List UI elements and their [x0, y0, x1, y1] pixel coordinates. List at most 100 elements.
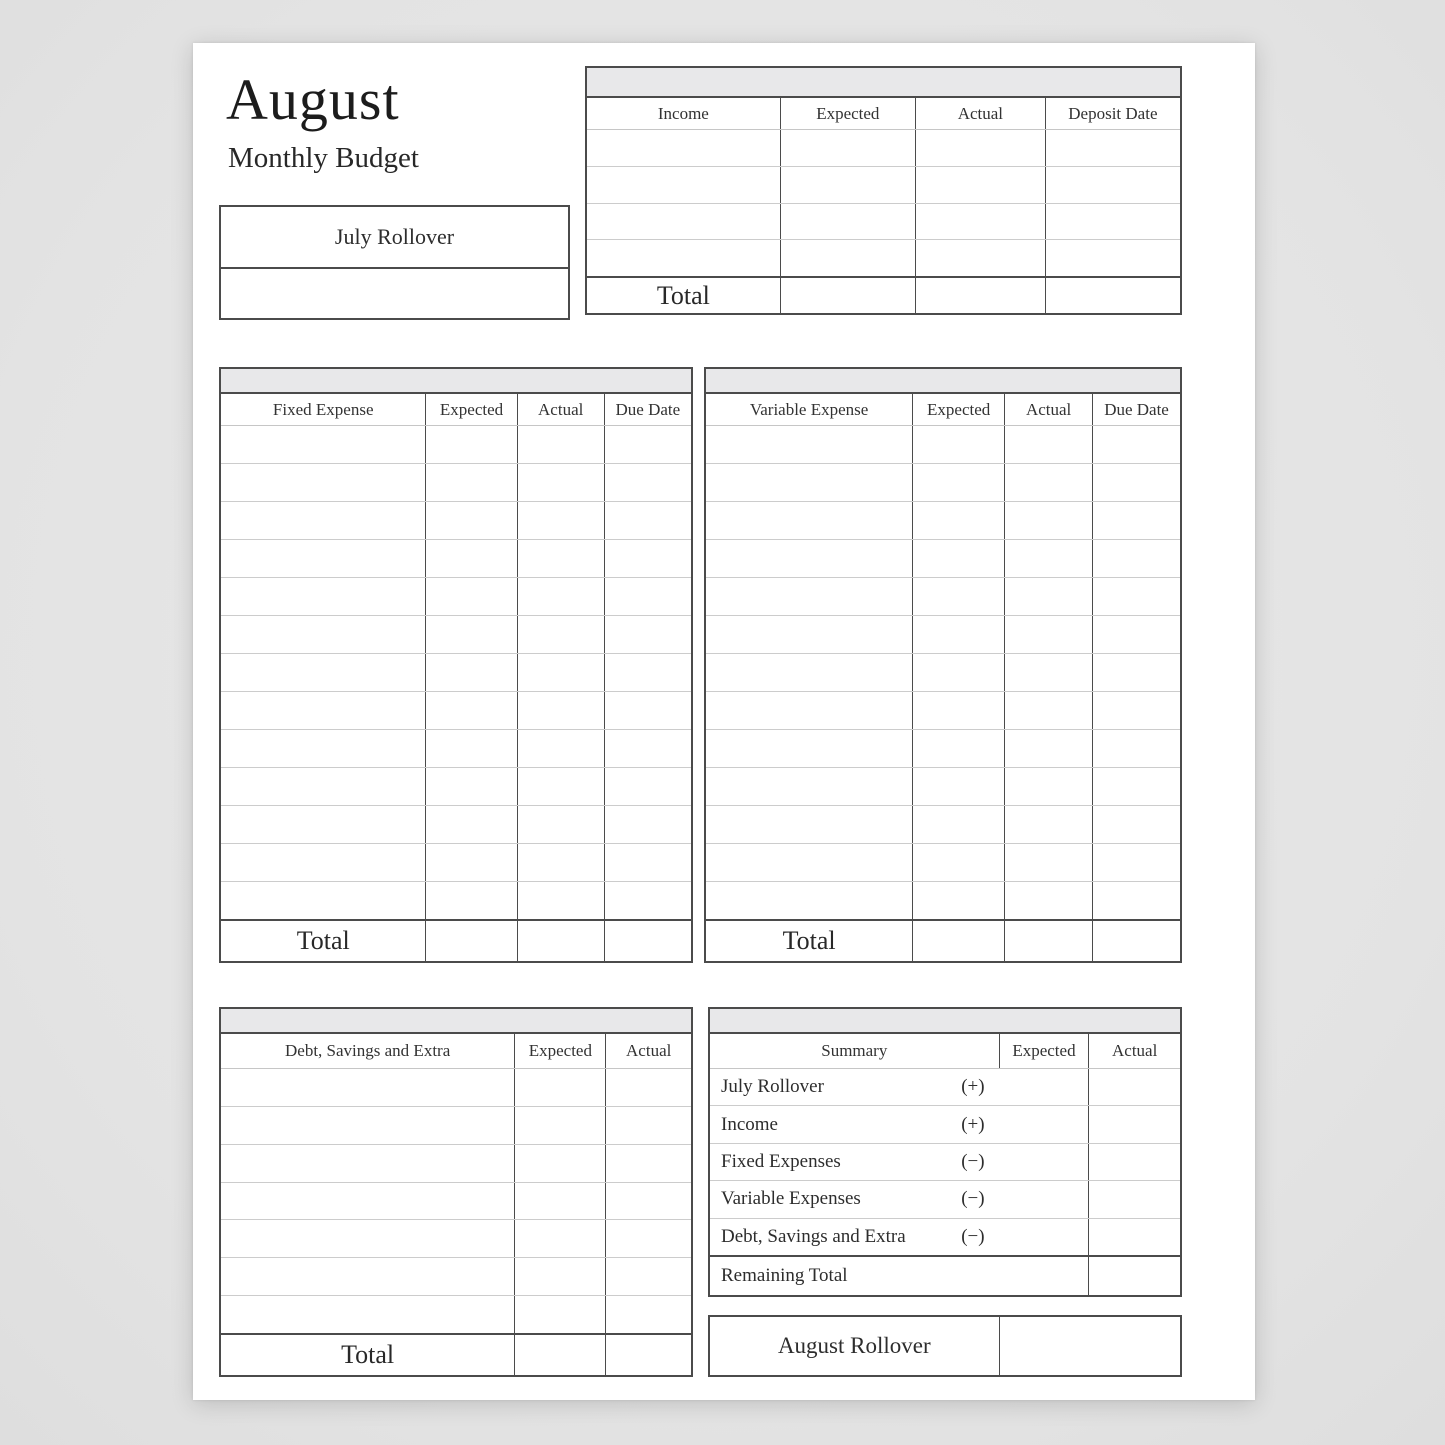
variable-expense-header-row: Variable Expense Expected Actual Due Dat… — [706, 394, 1180, 426]
debt-savings-table: Debt, Savings and Extra Expected Actual — [219, 1007, 693, 1377]
empty-cell — [605, 1182, 691, 1220]
empty-cell — [1092, 806, 1180, 843]
empty-cell — [514, 1220, 605, 1258]
debt-savings-empty-row — [221, 1144, 691, 1183]
july-rollover-box: July Rollover — [219, 205, 570, 320]
empty-cell — [605, 1258, 691, 1296]
income-empty-row — [587, 130, 1180, 167]
empty-cell — [1004, 616, 1092, 653]
empty-cell — [587, 167, 780, 203]
fixed-expense-empty-row — [221, 692, 691, 730]
empty-cell — [605, 1220, 691, 1258]
empty-cell — [221, 1107, 514, 1144]
summary-row-fixed-expenses: Fixed Expenses (−) — [710, 1143, 1180, 1182]
empty-cell — [912, 692, 1004, 729]
empty-cell — [1092, 464, 1180, 501]
variable-expense-empty-row — [706, 806, 1180, 844]
empty-cell — [425, 426, 516, 463]
empty-cell — [779, 130, 915, 166]
summary-row-july-rollover: July Rollover (+) — [710, 1069, 1180, 1107]
empty-cell — [221, 806, 425, 843]
empty-cell — [514, 1296, 605, 1334]
empty-cell — [1004, 768, 1092, 805]
empty-cell — [1092, 654, 1180, 691]
empty-cell — [706, 806, 912, 843]
fixed-expense-empty-row — [221, 730, 691, 768]
income-empty-row — [587, 203, 1180, 241]
variable-expense-empty-row — [706, 502, 1180, 540]
variable-expense-empty-row — [706, 578, 1180, 616]
empty-cell — [912, 502, 1004, 539]
income-empty-row — [587, 166, 1180, 204]
budget-page: August Monthly Budget July Rollover Inco… — [193, 43, 1255, 1400]
variable-expense-empty-row — [706, 768, 1180, 806]
empty-cell — [221, 1183, 514, 1220]
empty-cell — [1092, 502, 1180, 539]
variable-expense-empty-row — [706, 882, 1180, 919]
empty-cell — [221, 578, 425, 615]
empty-cell — [1092, 692, 1180, 729]
debt-savings-empty-row — [221, 1182, 691, 1221]
variable-expense-empty-row — [706, 464, 1180, 502]
empty-cell — [221, 692, 425, 729]
empty-cell — [1092, 426, 1180, 463]
empty-cell — [1004, 426, 1092, 463]
actual-column-header: Actual — [516, 394, 604, 425]
expected-column-header: Expected — [425, 394, 516, 425]
variable-expense-total-label: Total — [782, 926, 836, 955]
empty-cell — [1004, 578, 1092, 615]
summary-row-label: Variable Expenses — [721, 1188, 861, 1210]
empty-cell — [1088, 1106, 1180, 1143]
empty-cell — [1044, 166, 1180, 203]
fixed-expense-empty-row — [221, 502, 691, 540]
variable-expense-empty-row — [706, 540, 1180, 578]
summary-row-label-cell: Fixed Expenses (−) — [710, 1144, 999, 1180]
empty-cell — [603, 502, 691, 539]
summary-row-label-cell: Variable Expenses (−) — [710, 1181, 999, 1217]
empty-cell — [706, 654, 912, 691]
debt-savings-empty-row — [221, 1106, 691, 1145]
empty-cell — [516, 921, 604, 961]
empty-cell — [912, 806, 1004, 843]
income-table-rows — [587, 130, 1180, 276]
empty-cell — [1092, 882, 1180, 919]
fixed-expense-empty-row — [221, 806, 691, 844]
empty-cell — [514, 1258, 605, 1296]
empty-cell — [516, 426, 604, 463]
empty-cell — [1004, 882, 1092, 919]
empty-cell — [425, 540, 516, 577]
income-total-row: Total — [587, 276, 1180, 313]
empty-cell — [912, 768, 1004, 805]
fixed-expense-empty-row — [221, 882, 691, 919]
debt-savings-total-row: Total — [221, 1333, 691, 1375]
income-total-label: Total — [656, 280, 710, 310]
empty-cell — [516, 844, 604, 881]
empty-cell — [1044, 203, 1180, 240]
deposit-date-column-header: Deposit Date — [1044, 98, 1180, 129]
summary-row-label: Income — [721, 1113, 778, 1135]
empty-cell — [221, 768, 425, 805]
actual-column-header: Actual — [605, 1034, 691, 1068]
expected-column-header: Expected — [514, 1034, 605, 1068]
empty-cell — [779, 240, 915, 276]
july-rollover-value-cell — [221, 269, 568, 318]
summary-table: Summary Expected Actual July Rollover (+… — [708, 1007, 1182, 1297]
fixed-expense-header-band — [221, 369, 691, 394]
empty-cell — [1092, 844, 1180, 881]
expected-column-header: Expected — [998, 1034, 1089, 1068]
empty-cell — [999, 1181, 1089, 1217]
empty-cell — [779, 166, 915, 203]
empty-cell — [516, 464, 604, 501]
empty-cell — [1004, 844, 1092, 881]
fixed-expense-empty-row — [221, 844, 691, 882]
empty-cell — [914, 278, 1045, 313]
actual-column-header: Actual — [914, 98, 1045, 129]
empty-cell — [516, 654, 604, 691]
empty-cell — [516, 882, 604, 919]
summary-row-label: July Rollover — [721, 1076, 824, 1098]
remaining-total-label-cell: Remaining Total — [710, 1257, 999, 1295]
variable-expense-empty-row — [706, 730, 1180, 768]
debt-savings-empty-row — [221, 1258, 691, 1297]
empty-cell — [516, 806, 604, 843]
variable-expense-empty-row — [706, 844, 1180, 882]
